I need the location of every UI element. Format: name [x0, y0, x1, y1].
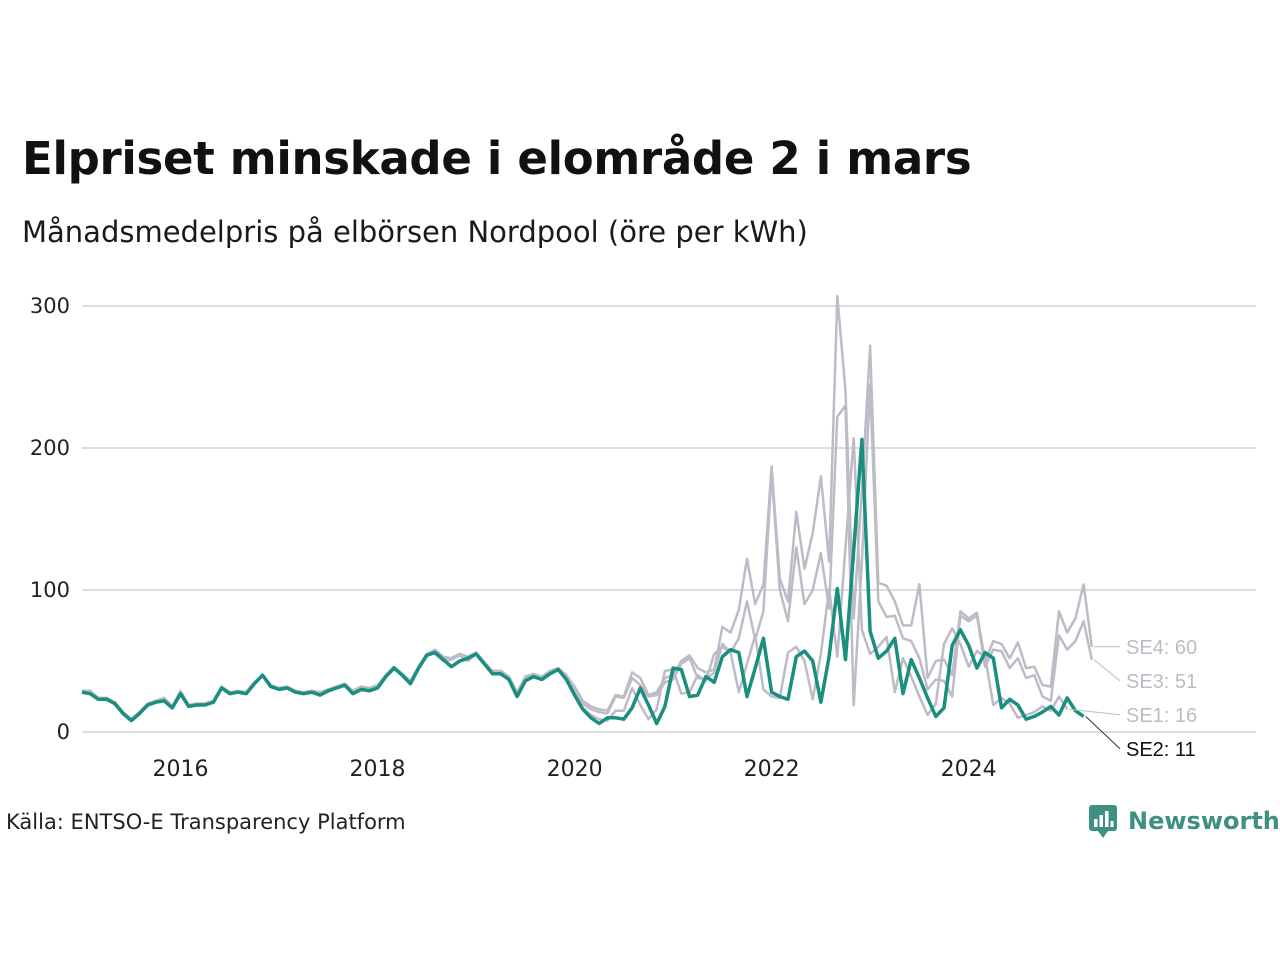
end-label-se4: SE4: 60 — [1126, 637, 1197, 659]
x-tick-label: 2018 — [350, 757, 406, 782]
source-note: Källa: ENTSO-E Transparency Platform — [6, 810, 406, 834]
brand-logo[interactable]: Newsworthy — [1088, 803, 1280, 839]
end-labels: SE4: 60 SE3: 51 SE1: 16 SE2: 11 — [1069, 637, 1197, 761]
end-label-connector — [1085, 716, 1121, 750]
end-label-connector — [1069, 708, 1121, 716]
end-label-se1: SE1: 16 — [1126, 705, 1197, 727]
chart-title: Elpriset minskade i elområde 2 i mars — [22, 132, 972, 185]
y-tick-label: 200 — [30, 436, 70, 460]
x-tick-label: 2024 — [941, 757, 997, 782]
end-label-se3: SE3: 51 — [1126, 671, 1197, 693]
x-tick-label: 2016 — [153, 757, 209, 782]
series-lines — [81, 294, 1094, 726]
y-tick-label: 300 — [30, 294, 70, 318]
x-tick-label: 2020 — [547, 757, 603, 782]
series-line-se2 — [81, 437, 1085, 726]
y-tick-label: 0 — [57, 720, 70, 744]
x-tick-label: 2022 — [744, 757, 800, 782]
x-axis: 2016 2018 2020 2022 2024 — [153, 757, 997, 782]
y-tick-label: 100 — [30, 578, 70, 602]
end-label-connector — [1093, 659, 1121, 682]
brand-name: Newsworthy — [1128, 807, 1280, 835]
newsworthy-logo-icon — [1089, 805, 1117, 838]
grid-lines — [82, 305, 1256, 733]
y-axis: 0 100 200 300 — [30, 294, 70, 744]
end-label-se2: SE2: 11 — [1126, 739, 1196, 761]
series-line-se4 — [82, 294, 1094, 721]
chart-subtitle: Månadsmedelpris på elbörsen Nordpool (ör… — [22, 215, 808, 249]
